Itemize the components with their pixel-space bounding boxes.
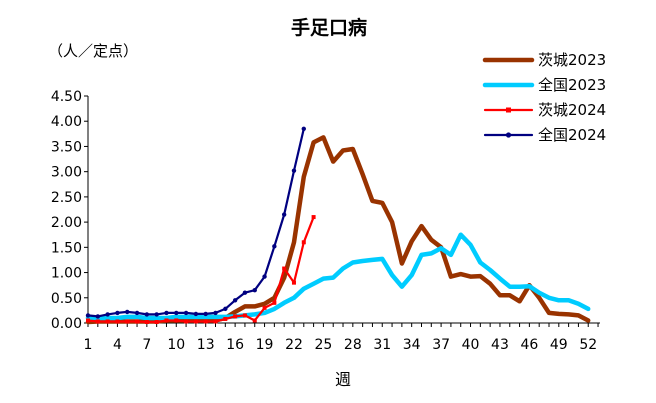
data-point-national-2024 [301, 126, 306, 131]
x-tick-label: 28 [344, 337, 362, 353]
series-line-national-2024 [86, 127, 305, 318]
data-point-national-2024 [223, 306, 228, 312]
data-point-ibaraki-2024 [233, 314, 238, 319]
data-point-national-2024 [125, 309, 130, 315]
data-point-ibaraki-2024 [242, 313, 247, 318]
x-tick-label: 49 [550, 337, 568, 353]
x-axis-label: 週 [335, 370, 351, 389]
data-point-national-2024 [281, 212, 287, 217]
data-point-national-2024 [154, 312, 159, 317]
data-point-ibaraki-2024 [252, 318, 257, 323]
data-point-ibaraki-2024 [164, 318, 169, 323]
x-tick-label: 1 [84, 337, 93, 353]
data-point-national-2024 [144, 312, 150, 317]
x-tick-label: 13 [197, 337, 215, 353]
data-point-ibaraki-2024 [223, 316, 228, 321]
data-point-ibaraki-2024 [86, 318, 90, 323]
data-point-ibaraki-2024 [193, 319, 198, 324]
chart-title: 手足口病 [291, 16, 367, 39]
y-tick-label: 4.00 [51, 114, 82, 130]
data-point-national-2024 [95, 314, 101, 319]
data-point-ibaraki-2024 [95, 319, 100, 324]
y-tick-label: 3.00 [51, 165, 82, 181]
y-tick-label: 1.50 [51, 240, 82, 256]
x-tick-labels: 1 4 7 10 13 16 19 22 25 28 31 34 37 40 43 46 49 52 [84, 337, 598, 353]
data-point-national-2024 [134, 310, 140, 316]
x-tick-label: 10 [167, 337, 185, 353]
data-point-ibaraki-2024 [291, 280, 296, 285]
y-axis-unit-label: （人／定点） [48, 42, 138, 60]
series-line-national-2023 [85, 232, 591, 321]
data-point-ibaraki-2024 [144, 319, 149, 324]
x-tick-label: 40 [462, 337, 480, 353]
data-point-ibaraki-2024 [272, 300, 277, 305]
data-point-national-2024 [193, 311, 199, 317]
data-point-ibaraki-2024 [311, 215, 316, 220]
axes [84, 95, 600, 327]
data-point-national-2024 [203, 311, 208, 317]
legend: 茨城2023 全国2023 茨城2024 全国2024 [482, 51, 606, 144]
y-tick-label: 3.50 [51, 139, 82, 155]
x-tick-label: 19 [256, 337, 274, 353]
data-point-ibaraki-2024 [301, 240, 306, 245]
legend-label-national-2024: 全国2024 [538, 126, 606, 144]
data-point-national-2024 [164, 310, 169, 316]
x-tick-label: 43 [491, 337, 509, 353]
x-tick-label: 31 [373, 337, 391, 353]
data-point-ibaraki-2024 [282, 266, 287, 271]
legend-marker-national-2024 [505, 132, 512, 138]
y-tick-labels: 0.00 0.50 1.00 1.50 2.00 2.50 3.00 3.50 4.00 4.50 [51, 89, 82, 332]
x-tick-label: 25 [314, 337, 332, 353]
data-point-ibaraki-2024 [135, 319, 140, 324]
x-tick-label: 22 [285, 337, 303, 353]
y-tick-label: 0.50 [51, 291, 82, 307]
data-point-ibaraki-2024 [125, 319, 130, 324]
x-tick-label: 52 [579, 337, 597, 353]
x-tick-label: 16 [226, 337, 244, 353]
x-tick-label: 37 [432, 337, 450, 353]
y-tick-label: 2.50 [51, 190, 82, 206]
data-point-ibaraki-2024 [115, 319, 120, 324]
legend-marker-ibaraki-2024 [506, 107, 511, 113]
data-point-national-2024 [272, 244, 277, 249]
data-point-national-2024 [183, 310, 189, 316]
legend-label-national-2023: 全国2023 [538, 76, 606, 94]
x-tick-label: 46 [520, 337, 538, 353]
data-point-national-2024 [85, 313, 91, 318]
data-point-ibaraki-2024 [203, 319, 208, 324]
data-point-ibaraki-2024 [105, 319, 110, 324]
y-tick-label: 2.00 [51, 215, 82, 231]
data-point-national-2024 [105, 312, 110, 317]
data-point-national-2024 [115, 310, 120, 316]
x-tick-label: 34 [403, 337, 421, 353]
y-tick-label: 1.00 [51, 266, 82, 282]
data-point-national-2024 [174, 310, 179, 316]
legend-label-ibaraki-2024: 茨城2024 [538, 101, 606, 119]
data-point-national-2024 [252, 288, 257, 293]
plot-area [85, 126, 591, 325]
y-tick-label: 0.00 [51, 316, 82, 332]
y-tick-label: 4.50 [51, 89, 82, 105]
data-point-national-2024 [291, 168, 297, 173]
data-point-ibaraki-2024 [174, 318, 179, 323]
data-point-national-2024 [213, 310, 218, 316]
data-point-ibaraki-2024 [262, 305, 267, 310]
data-point-national-2024 [262, 274, 267, 279]
x-tick-label: 4 [113, 337, 122, 353]
data-point-national-2024 [242, 290, 248, 295]
data-point-ibaraki-2024 [213, 319, 218, 324]
legend-label-ibaraki-2023: 茨城2023 [538, 51, 606, 69]
data-point-ibaraki-2024 [184, 319, 189, 324]
data-point-national-2024 [232, 298, 238, 303]
series-line-ibaraki-2023 [85, 135, 591, 325]
x-tick-label: 7 [142, 337, 151, 353]
data-point-ibaraki-2024 [154, 319, 159, 324]
